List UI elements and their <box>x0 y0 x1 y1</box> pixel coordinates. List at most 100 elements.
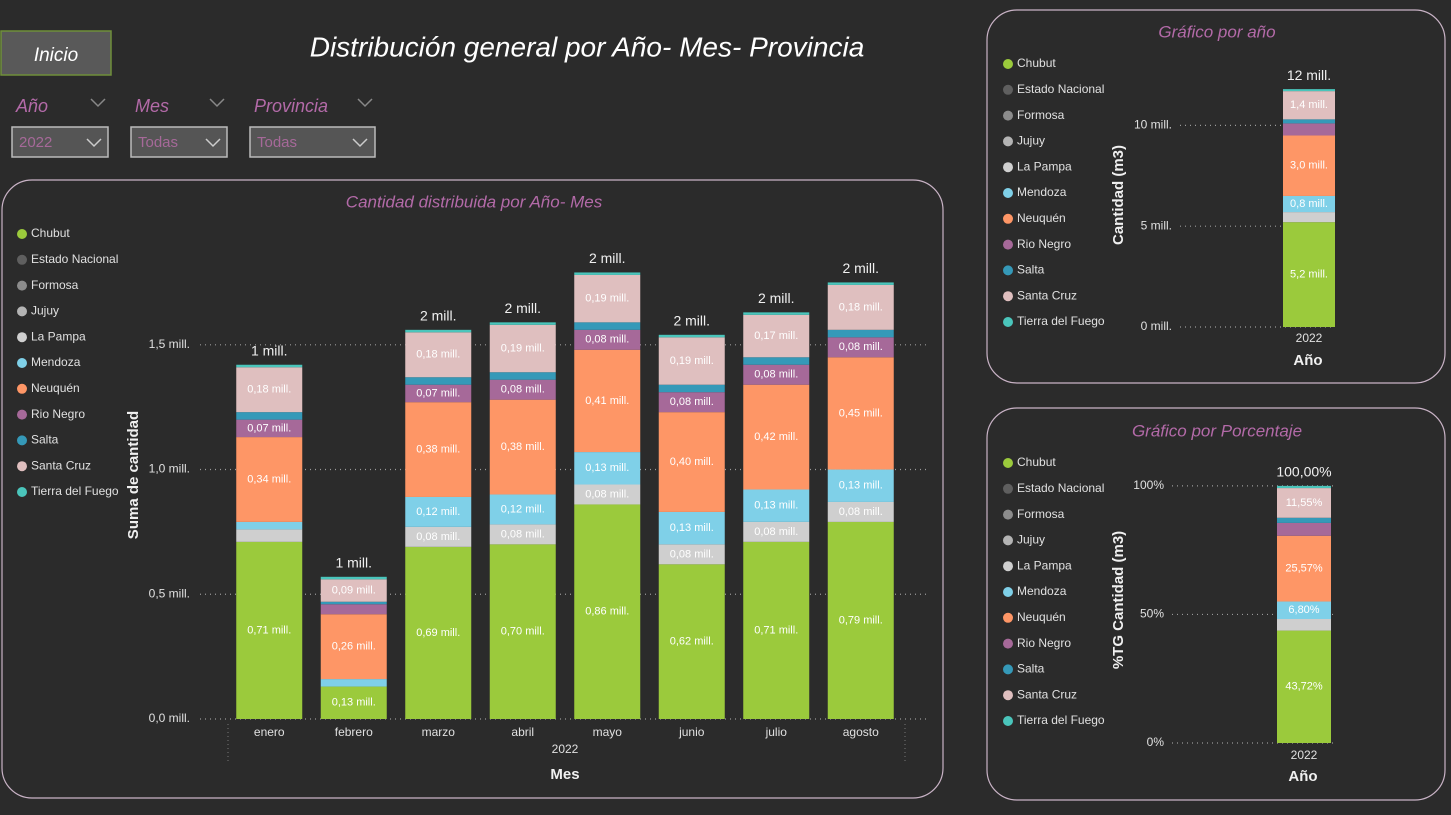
chevron[interactable] <box>352 138 368 148</box>
bar-segment <box>405 384 472 403</box>
y-tick-label: 1,5 mill. <box>149 337 190 351</box>
legend-marker <box>17 332 27 343</box>
dropdown[interactable] <box>130 126 228 158</box>
y-tick-label: 100% <box>1133 478 1164 492</box>
dropdown[interactable] <box>249 126 376 158</box>
data-label: 0,38 mill. <box>501 441 545 453</box>
filter[interactable]: Mes Todas <box>130 96 228 158</box>
bar-segment <box>574 452 641 485</box>
y-axis-title: %TG Cantidad (m3) <box>1110 531 1127 669</box>
x-tick-label: febrero <box>335 725 373 739</box>
x-axis-title: Año <box>1293 352 1322 369</box>
data-label: 0,12 mill. <box>416 506 460 518</box>
bar-segment <box>405 329 472 333</box>
data-label: 0,08 mill. <box>670 548 714 560</box>
legend-label: Salta <box>31 433 59 447</box>
bar-segment <box>1277 619 1331 631</box>
legend-marker <box>17 229 27 239</box>
legend-marker <box>1003 265 1013 276</box>
x-tick-label: agosto <box>843 725 879 739</box>
data-label: 0,18 mill. <box>839 301 883 313</box>
data-label: 0,62 mill. <box>670 636 714 648</box>
data-label: 1,4 mill. <box>1290 99 1328 111</box>
data-label: 0,13 mill. <box>839 480 883 492</box>
data-label: 3,0 mill. <box>1290 160 1328 172</box>
chevron[interactable] <box>205 138 221 148</box>
legend-label: Estado Nacional <box>31 252 118 266</box>
chevron[interactable] <box>90 98 106 108</box>
bar-segment <box>827 501 894 522</box>
bar-segment <box>827 337 894 358</box>
y-tick-label: 50% <box>1140 607 1164 621</box>
legend-marker <box>17 358 27 368</box>
bar-segment <box>1283 123 1335 136</box>
bar-segment <box>405 332 472 378</box>
chevron[interactable] <box>357 98 373 108</box>
legend-label: Rio Negro <box>31 407 85 421</box>
bar-segment <box>1277 485 1331 489</box>
home-button[interactable]: Inicio <box>0 30 112 76</box>
chevron[interactable] <box>86 138 102 148</box>
chevron[interactable] <box>209 98 225 108</box>
bar-segment <box>574 322 641 330</box>
bar-segment <box>1283 212 1335 223</box>
data-label: 0,08 mill. <box>585 334 629 346</box>
bar-segment <box>236 541 303 719</box>
filter[interactable]: Provincia Todas <box>249 96 376 158</box>
bar-segment <box>743 541 810 719</box>
bar-segment <box>489 399 556 495</box>
y-tick-label: 1,0 mill. <box>149 462 190 476</box>
filter-label: Año <box>15 96 48 116</box>
legend-marker <box>17 280 27 291</box>
legend-label: Jujuy <box>1017 533 1045 547</box>
filter[interactable]: Año 2022 <box>11 96 109 158</box>
dropdown-value[interactable]: Todas <box>138 134 178 151</box>
dropdown-value[interactable]: Todas <box>257 134 297 151</box>
bar-segment <box>405 496 472 527</box>
legend-marker <box>1003 509 1013 520</box>
bar-segment <box>658 337 725 385</box>
data-label: 0,69 mill. <box>416 627 460 639</box>
data-label: 0,42 mill. <box>754 431 798 443</box>
data-label: 0,19 mill. <box>585 293 629 305</box>
bar-segment <box>1283 119 1335 124</box>
dropdown-value[interactable]: 2022 <box>19 134 52 151</box>
bar-segment <box>574 274 641 323</box>
legend-marker <box>1003 664 1013 675</box>
legend-marker <box>1003 638 1013 649</box>
legend-marker <box>1003 612 1013 623</box>
dropdown[interactable] <box>11 126 109 158</box>
legend-label: Jujuy <box>1017 134 1045 148</box>
bar-segment <box>1277 601 1331 620</box>
legend-label: La Pampa <box>31 329 86 343</box>
legend-label: Neuquén <box>1017 610 1066 624</box>
data-label: 0,13 mill. <box>585 462 629 474</box>
legend-label: Chubut <box>31 226 70 240</box>
data-label: 0,09 mill. <box>332 584 376 596</box>
bar-segment <box>574 272 641 275</box>
data-label: 0,71 mill. <box>247 624 291 636</box>
chart-title: Gráfico por año <box>1158 22 1275 41</box>
x-tick-label: abril <box>511 725 534 739</box>
bar-segment <box>658 564 725 719</box>
data-label: 0,19 mill. <box>670 355 714 367</box>
bar-segment <box>489 544 556 719</box>
legend-marker <box>17 383 27 394</box>
total-label: 1 mill. <box>251 342 288 358</box>
legend-marker <box>1003 317 1013 327</box>
bar-segment <box>827 284 894 330</box>
legend-marker <box>1003 110 1013 121</box>
bar-segment <box>320 686 387 719</box>
x-tick-label: mayo <box>593 725 623 739</box>
data-label: 0,18 mill. <box>247 384 291 396</box>
bar-segment <box>574 484 641 505</box>
bar-segment <box>743 521 810 542</box>
button-label[interactable]: Inicio <box>34 45 78 66</box>
legend-label: Mendoza <box>1017 584 1067 598</box>
legend-marker <box>1003 535 1013 546</box>
button-box[interactable] <box>0 30 112 76</box>
bar-segment <box>827 469 894 502</box>
data-label: 0,79 mill. <box>839 614 883 626</box>
legend-label: Rio Negro <box>1017 237 1071 251</box>
total-label: 12 mill. <box>1287 67 1331 83</box>
